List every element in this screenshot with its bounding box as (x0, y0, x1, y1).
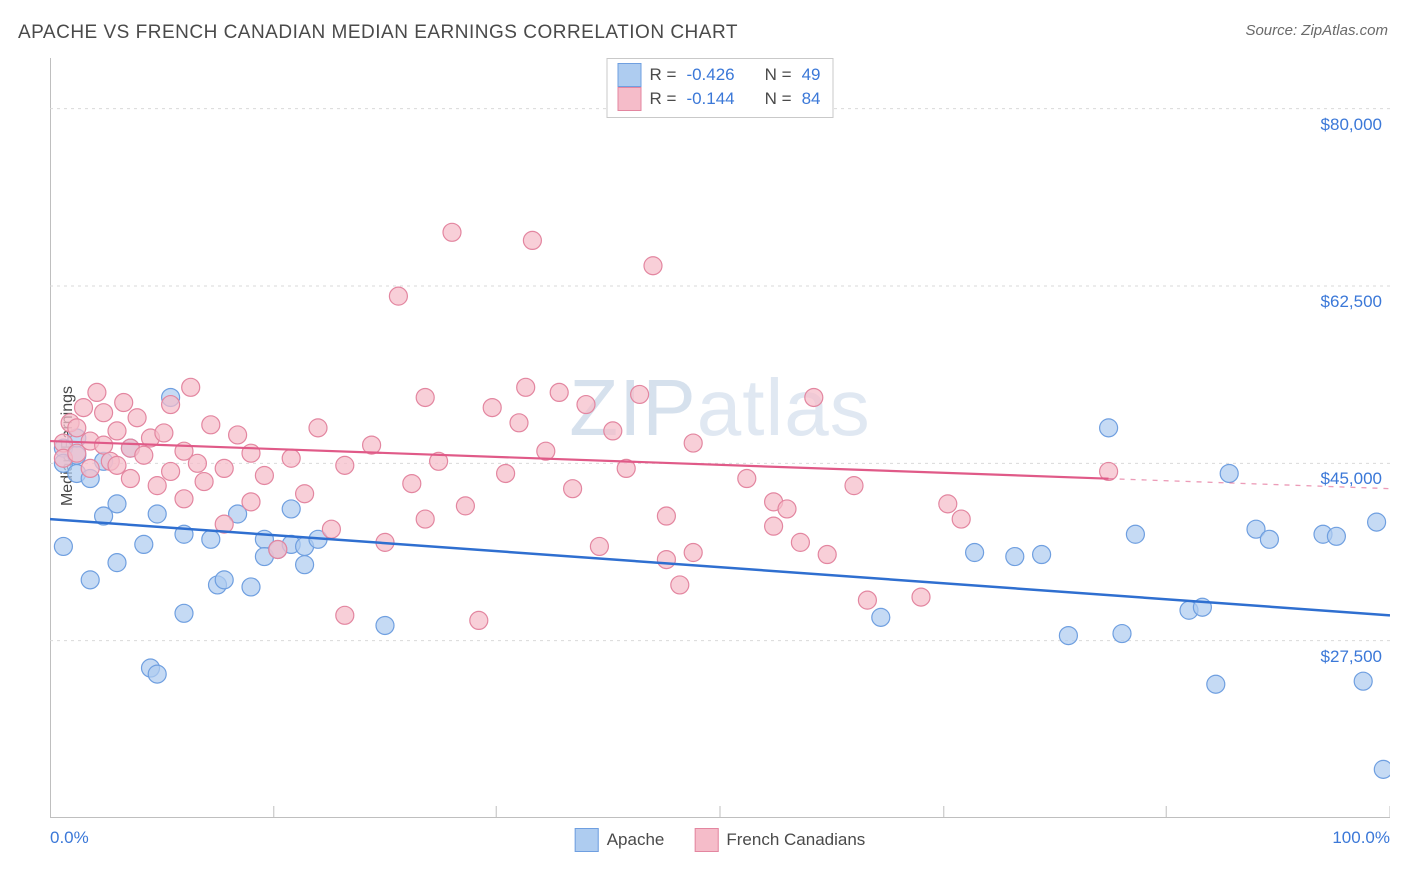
series-french (54, 223, 1117, 629)
r-value: -0.426 (686, 63, 734, 87)
n-label: N = (765, 87, 792, 111)
y-tick-label: $80,000 (1321, 115, 1382, 135)
legend-row-french: R = -0.144 N = 84 (618, 87, 823, 111)
r-label: R = (650, 87, 677, 111)
n-label: N = (765, 63, 792, 87)
r-label: R = (650, 63, 677, 87)
n-value: 84 (802, 87, 821, 111)
plot-area: ZIPatlas R = -0.426N = 49R = -0.144N = 8… (50, 58, 1390, 818)
series-legend: Apache French Canadians (575, 828, 866, 852)
scatter-chart (50, 58, 1390, 818)
legend-swatch-icon (618, 87, 642, 111)
x-axis-max-label: 100.0% (1332, 828, 1390, 848)
legend-row-apache: R = -0.426 N = 49 (618, 63, 823, 87)
y-tick-label: $45,000 (1321, 469, 1382, 489)
legend-swatch-icon (575, 828, 599, 852)
legend-item-french-canadians: French Canadians (694, 828, 865, 852)
y-tick-label: $27,500 (1321, 647, 1382, 667)
legend-swatch-icon (618, 63, 642, 87)
correlation-legend: R = -0.426 N = 49 R = -0.144 N = 84 (607, 58, 834, 118)
x-axis-min-label: 0.0% (50, 828, 89, 848)
legend-label: Apache (607, 830, 665, 850)
legend-label: French Canadians (726, 830, 865, 850)
legend-item-apache: Apache (575, 828, 665, 852)
legend-swatch-icon (694, 828, 718, 852)
n-value: 49 (802, 63, 821, 87)
source-text: Source: ZipAtlas.com (1245, 22, 1388, 39)
y-tick-label: $62,500 (1321, 292, 1382, 312)
r-value: -0.144 (686, 87, 734, 111)
chart-title: APACHE VS FRENCH CANADIAN MEDIAN EARNING… (18, 22, 738, 44)
